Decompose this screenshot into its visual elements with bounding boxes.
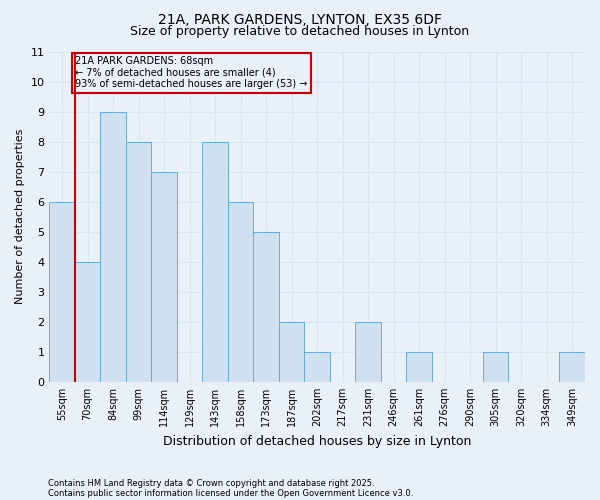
Text: 21A, PARK GARDENS, LYNTON, EX35 6DF: 21A, PARK GARDENS, LYNTON, EX35 6DF (158, 12, 442, 26)
Bar (49, 202, 75, 382)
Bar (304, 352, 330, 382)
Bar (559, 352, 585, 382)
Bar (75, 262, 100, 382)
Bar (151, 172, 177, 382)
Bar (279, 322, 304, 382)
Bar (253, 232, 279, 382)
Text: Contains HM Land Registry data © Crown copyright and database right 2025.: Contains HM Land Registry data © Crown c… (48, 478, 374, 488)
Bar (202, 142, 228, 382)
Bar (406, 352, 432, 382)
Bar (100, 112, 126, 382)
Bar (126, 142, 151, 382)
Bar (483, 352, 508, 382)
Text: Contains public sector information licensed under the Open Government Licence v3: Contains public sector information licen… (48, 488, 413, 498)
X-axis label: Distribution of detached houses by size in Lynton: Distribution of detached houses by size … (163, 434, 472, 448)
Y-axis label: Number of detached properties: Number of detached properties (15, 129, 25, 304)
Bar (355, 322, 381, 382)
Text: Size of property relative to detached houses in Lynton: Size of property relative to detached ho… (130, 25, 470, 38)
Text: 21A PARK GARDENS: 68sqm
← 7% of detached houses are smaller (4)
93% of semi-deta: 21A PARK GARDENS: 68sqm ← 7% of detached… (75, 56, 307, 89)
Bar (228, 202, 253, 382)
